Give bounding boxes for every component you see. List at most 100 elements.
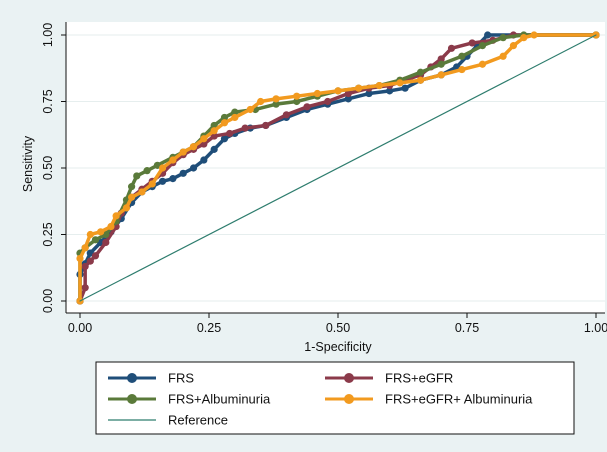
- roc-point: [169, 175, 177, 183]
- roc-point: [530, 31, 538, 39]
- legend-label: Reference: [168, 413, 228, 428]
- series-layer: [76, 31, 600, 305]
- roc-point: [91, 252, 100, 260]
- roc-point: [484, 31, 492, 39]
- roc-point: [272, 100, 280, 108]
- legend: FRS FRS+eGFR FRS+Albuminuria FRS+eGFR+ Albu…: [95, 361, 575, 435]
- roc-point: [91, 236, 100, 244]
- legend-label: FRS+eGFR+ Albuminuria: [385, 392, 533, 407]
- roc-point: [257, 97, 265, 106]
- axes: 0.00 0.00 0.25 0.25 0.50 0.50 0.75 0.75 1.00 1.00: [41, 22, 607, 335]
- legend-item-frs: FRS: [108, 371, 194, 386]
- roc-point: [81, 244, 89, 252]
- x-tick-label: 0.50: [326, 321, 350, 335]
- roc-point: [189, 143, 198, 151]
- roc-point: [293, 97, 301, 106]
- roc-point: [437, 60, 445, 68]
- legend-label: FRS+Albuminuria: [168, 392, 271, 407]
- roc-point: [220, 113, 229, 122]
- roc-point: [437, 71, 445, 79]
- roc-point: [148, 180, 156, 188]
- x-axis-title: 1-Specificity: [304, 340, 372, 354]
- roc-point: [375, 81, 383, 90]
- roc-point: [401, 84, 409, 92]
- roc-point: [158, 177, 167, 185]
- x-tick-label: 0.00: [68, 321, 92, 335]
- roc-point: [76, 254, 84, 263]
- roc-point: [478, 42, 487, 50]
- y-tick-label: 0.75: [41, 89, 55, 113]
- roc-point: [313, 89, 321, 98]
- roc-point: [179, 169, 187, 177]
- roc-point: [200, 156, 208, 164]
- legend-label: FRS+eGFR: [385, 371, 453, 386]
- roc-point: [416, 68, 425, 76]
- roc-point: [210, 145, 218, 153]
- roc-point: [128, 183, 136, 191]
- roc-point: [282, 111, 290, 119]
- roc-point: [499, 52, 507, 60]
- roc-point: [122, 204, 131, 212]
- roc-point: [293, 92, 301, 100]
- roc-point: [509, 42, 518, 50]
- legend-swatch-marker: [127, 373, 137, 383]
- legend-item-frs-egfr-albuminuria: FRS+eGFR+ Albuminuria: [325, 392, 533, 407]
- legend-swatch-marker: [127, 394, 137, 404]
- series-frs-egfr-albuminuria: [76, 31, 600, 305]
- roc-point: [81, 284, 89, 292]
- roc-point: [169, 156, 177, 164]
- legend-label: FRS: [168, 371, 194, 386]
- roc-point: [437, 55, 445, 63]
- legend-item-frs-albuminuria: FRS+Albuminuria: [108, 392, 271, 407]
- roc-point: [324, 97, 332, 106]
- roc-point: [81, 262, 89, 271]
- roc-point: [241, 124, 249, 132]
- legend-item-frs-egfr: FRS+eGFR: [325, 371, 453, 386]
- roc-point: [458, 52, 466, 60]
- legend-swatch-marker: [344, 394, 354, 404]
- roc-point: [303, 103, 311, 111]
- roc-point: [220, 135, 229, 143]
- roc-point: [158, 164, 167, 172]
- roc-point: [386, 87, 394, 95]
- y-tick-label: 0.00: [41, 289, 55, 313]
- roc-point: [107, 222, 115, 231]
- roc-point: [220, 119, 229, 127]
- roc-point: [86, 257, 94, 265]
- y-tick-label: 0.25: [41, 222, 55, 246]
- roc-point: [210, 127, 218, 135]
- x-tick-label: 0.25: [197, 321, 221, 335]
- legend-item-reference: Reference: [108, 413, 228, 428]
- roc-point: [97, 228, 105, 236]
- roc-point: [231, 113, 239, 122]
- roc-point: [200, 135, 208, 143]
- roc-point: [179, 148, 187, 156]
- roc-line-reference: [79, 34, 597, 302]
- roc-point: [468, 39, 476, 47]
- roc-point: [478, 60, 487, 68]
- roc-point: [226, 129, 234, 138]
- roc-point: [138, 188, 146, 196]
- roc-point: [133, 172, 141, 180]
- series-reference: [79, 34, 597, 302]
- roc-point: [344, 95, 352, 103]
- y-axis-title: Sensitivity: [21, 135, 35, 192]
- roc-point: [416, 76, 425, 84]
- roc-point: [520, 34, 528, 42]
- roc-point: [128, 193, 136, 201]
- roc-point: [499, 34, 507, 42]
- x-tick-label: 1.00: [584, 321, 607, 335]
- roc-point: [355, 84, 363, 92]
- roc-point: [246, 105, 254, 114]
- roc-point: [365, 89, 373, 98]
- roc-point: [458, 65, 466, 74]
- x-tick-label: 0.75: [455, 321, 479, 335]
- y-tick-label: 1.00: [41, 23, 55, 47]
- roc-point: [102, 238, 110, 247]
- roc-point: [86, 230, 94, 239]
- roc-point: [396, 79, 404, 87]
- roc-point: [143, 167, 151, 175]
- roc-point: [344, 89, 352, 98]
- roc-point: [272, 95, 280, 103]
